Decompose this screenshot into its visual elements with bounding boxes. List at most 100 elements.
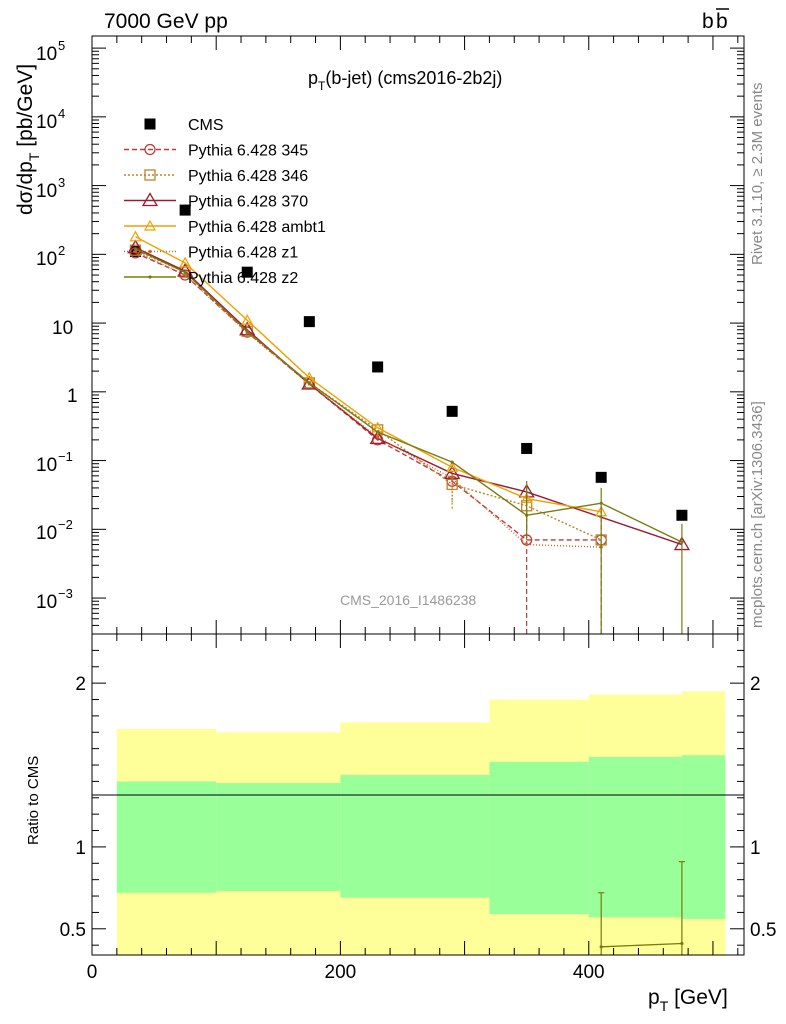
svg-text:dσ/dpT [pb/GeV]: dσ/dpT [pb/GeV] <box>14 64 42 215</box>
ratio-series <box>598 861 685 955</box>
band-inner <box>489 761 589 915</box>
main-y-axis-label: dσ/dpT [pb/GeV] <box>14 64 42 215</box>
point-z2 <box>307 381 311 385</box>
y-tick-label-1e2: 10 2 <box>36 243 65 270</box>
ratio-point-z2 <box>680 941 684 946</box>
ratio-y-tick-label: 1 <box>75 838 86 859</box>
y-tick-label-1e-3: 10 −3 <box>36 586 73 613</box>
ratio-x-tick-label: 200 <box>325 962 357 983</box>
svg-text:−1: −1 <box>58 449 73 464</box>
ratio-ticks: 0.5 0.5 1 1 2 2 0 200 400 <box>60 634 776 983</box>
y-tick-label-1e0: 1 <box>67 386 78 407</box>
legend-label: CMS <box>188 117 224 134</box>
y-tick-label-1e5: 10 5 <box>36 38 65 65</box>
point-z2 <box>133 247 138 251</box>
legend-item-p345: Pythia 6.428 345 <box>124 143 308 160</box>
svg-text:−3: −3 <box>58 586 73 601</box>
series-line-ambt1 <box>135 236 602 513</box>
header-process-bbar: b <box>716 10 728 33</box>
series-p370 <box>127 239 691 551</box>
svg-text:3: 3 <box>58 175 65 190</box>
point-p370 <box>369 430 386 445</box>
band-inner <box>116 781 217 893</box>
legend-item-cms: CMS <box>144 117 224 134</box>
main-title: pT(b-jet) (cms2016-2b2j) <box>308 68 502 93</box>
point-z2 <box>599 501 603 505</box>
ratio-y-tick-label-right: 0.5 <box>750 920 776 941</box>
y-tick-label-1e4: 10 4 <box>36 106 65 133</box>
ratio-y-tick-label: 0.5 <box>60 920 86 941</box>
svg-text:2: 2 <box>58 243 65 258</box>
svg-text:1: 1 <box>67 386 78 407</box>
band-inner <box>216 783 341 892</box>
main-ticks <box>91 36 744 635</box>
point-z1 <box>133 249 138 254</box>
ratio-bands <box>116 691 726 955</box>
y-tick-label-1e1: 10 <box>52 318 73 339</box>
series-line-p370 <box>135 247 683 546</box>
legend-item-z1: Pythia 6.428 z1 <box>124 245 298 262</box>
legend-marker <box>148 275 152 279</box>
y-tick-label-1e3: 10 3 <box>36 175 65 202</box>
svg-text:pT [GeV]: pT [GeV] <box>648 986 728 1014</box>
point-cms <box>241 266 253 278</box>
svg-text:10: 10 <box>36 112 57 133</box>
legend-item-ambt1: Pythia 6.428 ambt1 <box>124 219 326 236</box>
point-z2 <box>680 540 684 544</box>
point-z2 <box>183 270 187 274</box>
point-z2 <box>450 460 454 464</box>
y-tick-label-1e-2: 10 −2 <box>36 517 73 544</box>
series-z2 <box>133 247 684 634</box>
legend-item-z2: Pythia 6.428 z2 <box>124 270 298 287</box>
svg-text:10: 10 <box>36 592 57 613</box>
ratio-x-axis-label: pT [GeV] <box>648 986 728 1014</box>
point-z2 <box>525 513 529 517</box>
point-cms <box>521 442 533 454</box>
main-y-tick-labels: 10 5 10 4 10 3 10 2 10 1 10 −1 10 −2 10 −3 <box>36 38 78 613</box>
main-series <box>127 204 691 634</box>
svg-text:pT(b-jet) (cms2016-2b2j): pT(b-jet) (cms2016-2b2j) <box>308 68 502 93</box>
point-z1 <box>450 476 454 481</box>
point-cms <box>595 471 607 483</box>
series-line-z1 <box>135 250 602 548</box>
ratio-x-tick-label: 400 <box>573 962 605 983</box>
ratio-point-z2 <box>599 945 603 949</box>
svg-text:5: 5 <box>58 38 65 53</box>
point-cms <box>303 316 315 328</box>
band-inner <box>588 756 682 918</box>
y-tick-label-1e-1: 10 −1 <box>36 449 73 476</box>
legend-label: Pythia 6.428 z1 <box>188 245 298 262</box>
ratio-y-tick-label-right: 2 <box>750 674 761 695</box>
point-z1 <box>525 542 529 547</box>
header-process: b b <box>702 8 729 33</box>
svg-text:10: 10 <box>36 455 57 476</box>
legend-label: Pythia 6.428 ambt1 <box>188 219 326 236</box>
legend-marker <box>144 143 156 156</box>
svg-text:10: 10 <box>36 523 57 544</box>
svg-text:10: 10 <box>36 181 57 202</box>
point-cms <box>676 509 688 521</box>
point-p370 <box>301 375 318 390</box>
series-p345 <box>129 247 607 634</box>
legend: CMS Pythia 6.428 345 Pythia 6.428 346 Pythi… <box>124 117 326 287</box>
series-z1 <box>133 249 603 549</box>
legend-item-p346: Pythia 6.428 346 <box>124 168 308 185</box>
point-cms <box>179 204 191 216</box>
svg-text:4: 4 <box>58 106 65 121</box>
legend-marker <box>144 118 156 130</box>
point-cms <box>446 405 458 417</box>
point-z2 <box>376 430 380 434</box>
legend-label: Pythia 6.428 370 <box>188 194 308 211</box>
ratio-x-tick-label: 0 <box>87 962 98 983</box>
band-inner <box>681 755 726 919</box>
svg-text:−2: −2 <box>58 517 73 532</box>
legend-marker <box>143 219 157 231</box>
ratio-y-axis-label: Ratio to CMS <box>25 756 42 845</box>
legend-item-p370: Pythia 6.428 370 <box>124 192 308 211</box>
legend-marker <box>144 169 156 181</box>
mcplots-label: mcplots.cern.ch [arXiv:1306.3436] <box>749 401 766 628</box>
header-process-b: b <box>702 10 714 33</box>
main-panel: 10 5 10 4 10 3 10 2 10 1 10 −1 10 −2 10 −3 dσ/d… <box>14 35 745 635</box>
ratio-line-z2 <box>601 942 682 948</box>
